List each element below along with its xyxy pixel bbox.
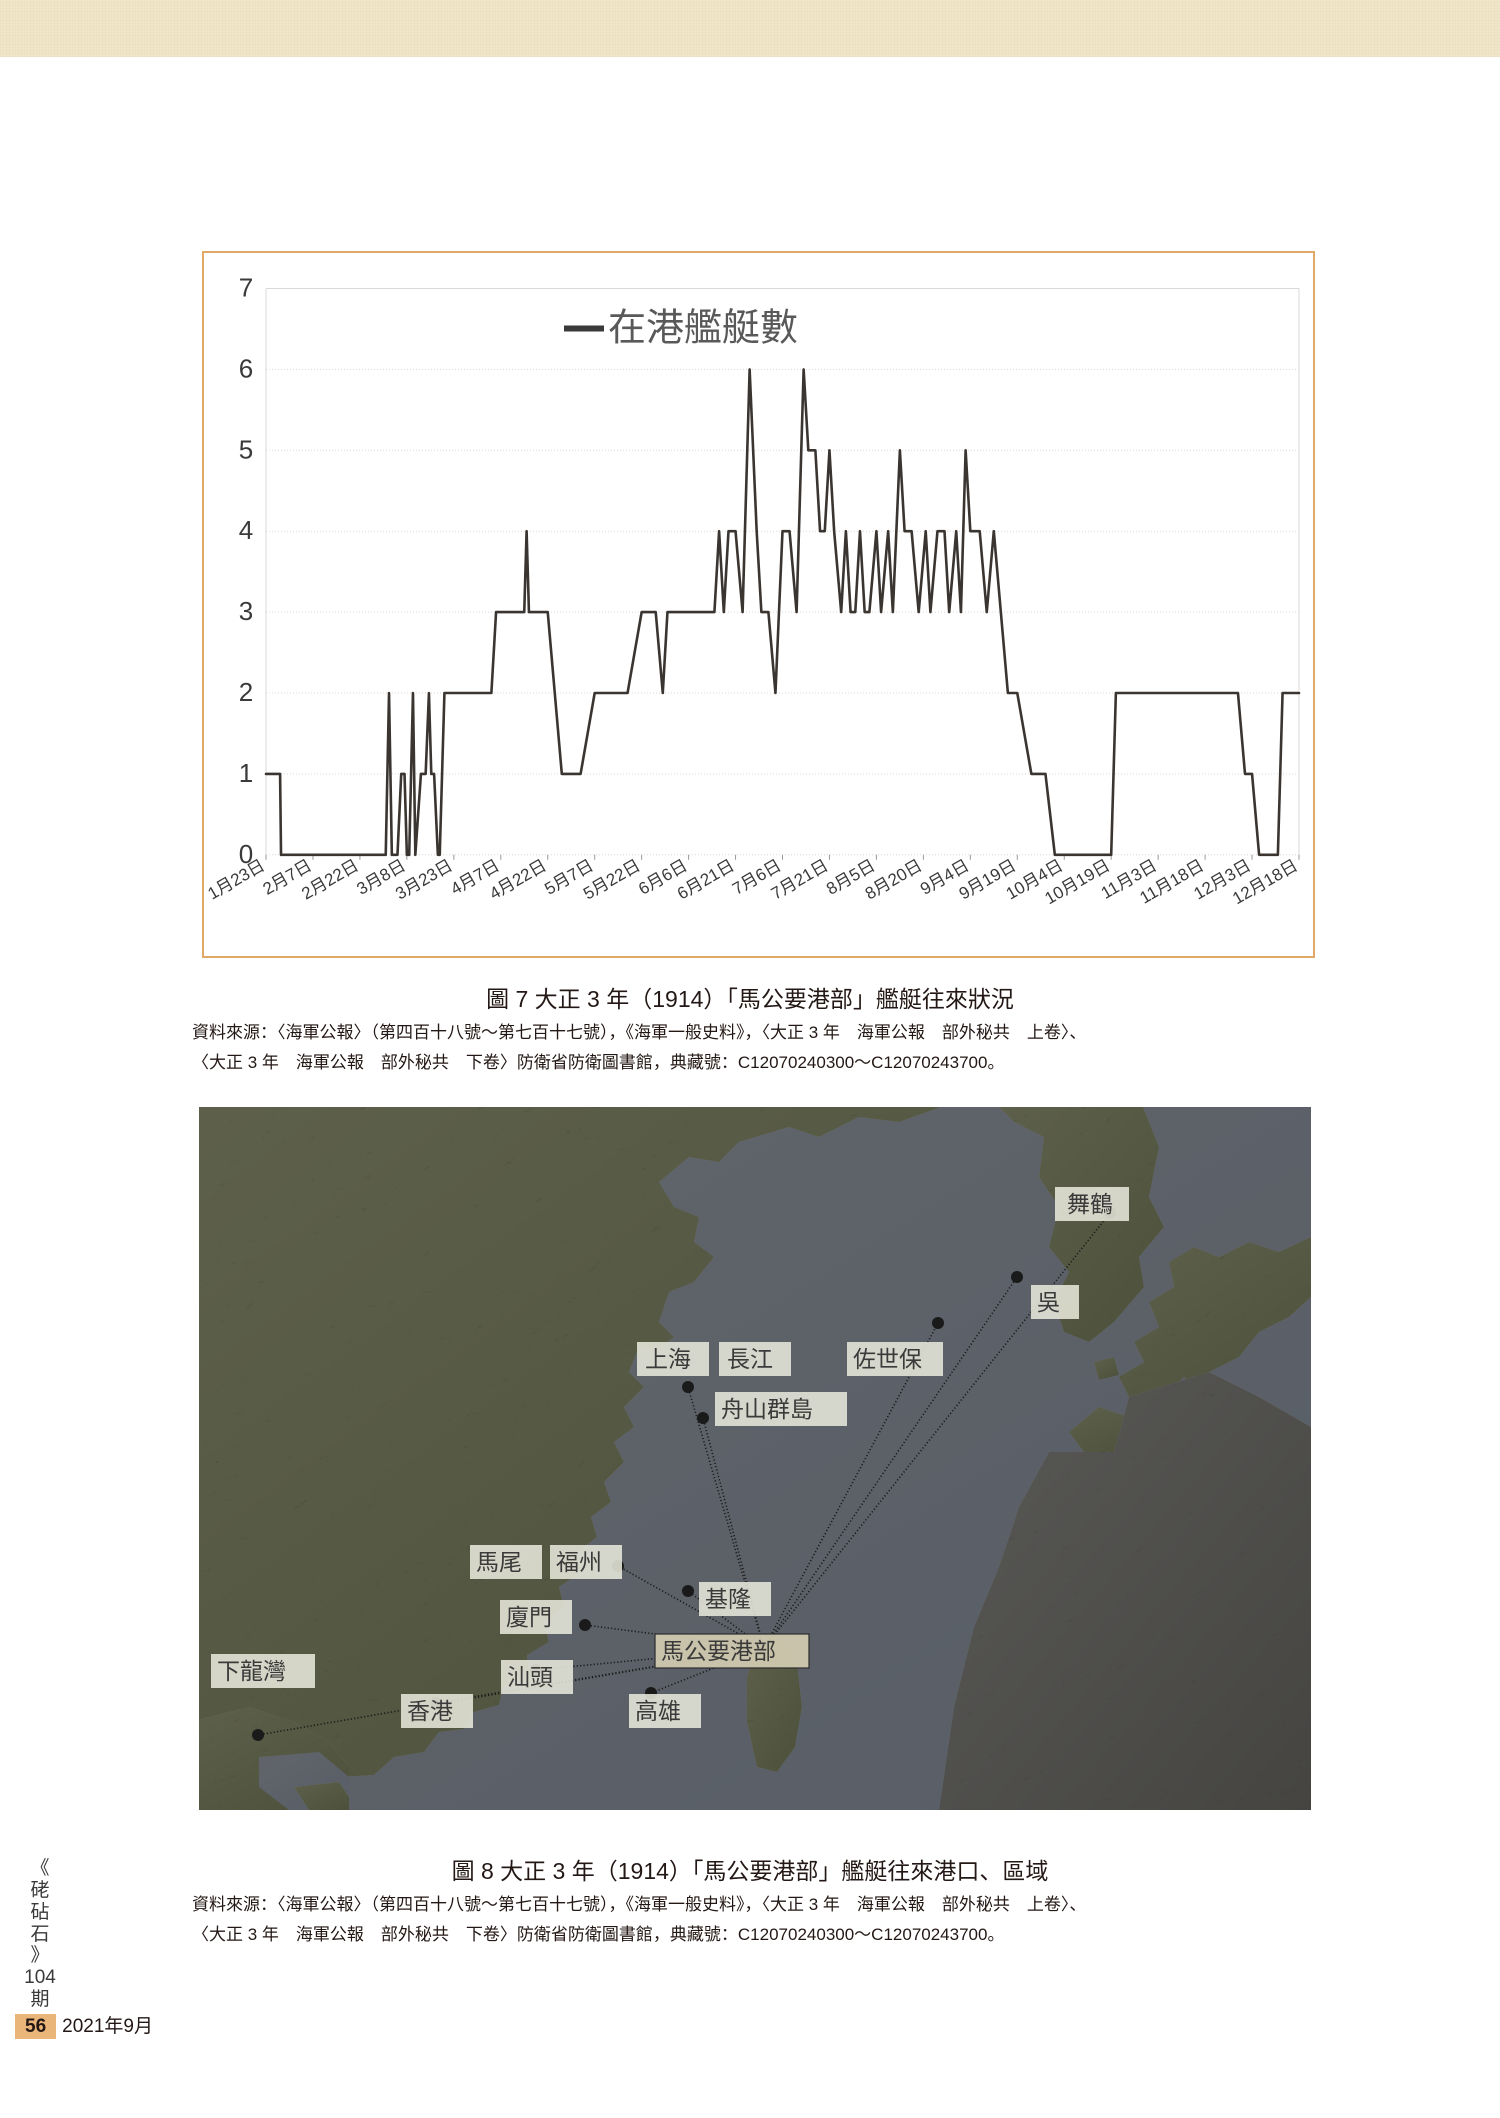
svg-text:2: 2 (239, 677, 253, 707)
svg-text:汕頭: 汕頭 (507, 1664, 553, 1690)
svg-text:3: 3 (239, 596, 253, 626)
svg-text:吳: 吳 (1037, 1289, 1060, 1315)
svg-text:舟山群島: 舟山群島 (721, 1396, 813, 1422)
svg-text:高雄: 高雄 (635, 1698, 681, 1724)
svg-text:7: 7 (239, 273, 253, 303)
svg-text:香港: 香港 (407, 1698, 453, 1724)
svg-text:基隆: 基隆 (705, 1586, 751, 1612)
svg-text:馬公要港部: 馬公要港部 (661, 1638, 776, 1664)
svg-text:4: 4 (239, 515, 253, 545)
svg-text:1月23日: 1月23日 (204, 856, 268, 904)
svg-text:上海: 上海 (645, 1346, 691, 1372)
svg-text:下龍灣: 下龍灣 (217, 1658, 286, 1684)
svg-text:5: 5 (239, 434, 253, 464)
svg-text:福州: 福州 (556, 1549, 602, 1575)
svg-text:1: 1 (239, 758, 253, 788)
svg-text:長江: 長江 (727, 1346, 773, 1372)
svg-text:廈門: 廈門 (506, 1604, 552, 1630)
svg-text:佐世保: 佐世保 (853, 1346, 922, 1372)
svg-text:6: 6 (239, 353, 253, 383)
svg-text:馬尾: 馬尾 (476, 1549, 522, 1575)
svg-text:在港艦艇數: 在港艦艇數 (608, 308, 798, 350)
svg-text:舞鶴: 舞鶴 (1067, 1191, 1113, 1217)
